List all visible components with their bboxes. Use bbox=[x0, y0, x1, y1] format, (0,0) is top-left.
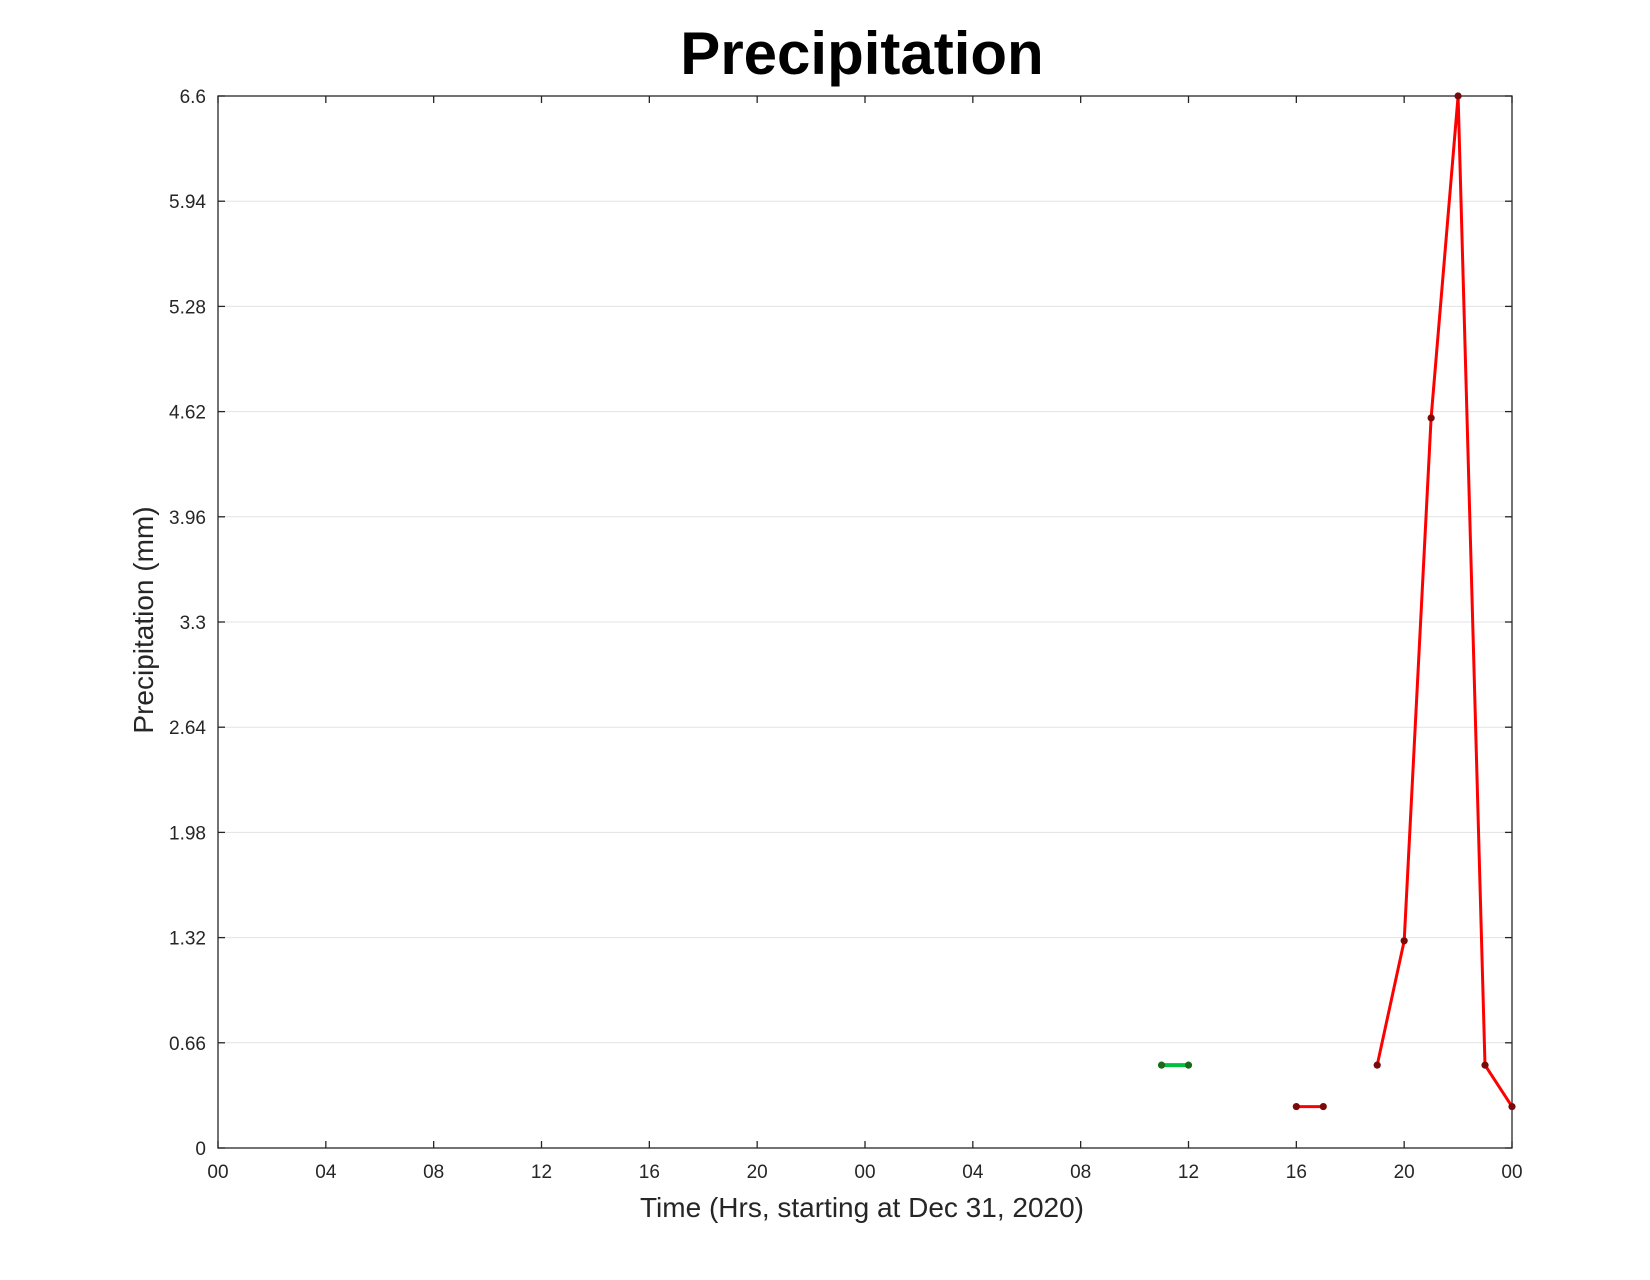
x-tick-label: 16 bbox=[1286, 1162, 1307, 1183]
x-tick-label: 00 bbox=[854, 1162, 875, 1183]
x-tick-label: 12 bbox=[1178, 1162, 1199, 1183]
y-tick-label: 3.3 bbox=[180, 613, 206, 634]
data-point bbox=[1400, 937, 1408, 945]
y-tick-label: 0.66 bbox=[169, 1034, 206, 1055]
tick-layer: 0 0.66 1.32 1.98 2.64 3.3 3.96 4.62 5.28 5.94 6.6 0… bbox=[169, 87, 1523, 1183]
y-tick-label: 3.96 bbox=[169, 508, 206, 529]
y-tick-label: 0 bbox=[195, 1139, 206, 1160]
data-point bbox=[1157, 1061, 1166, 1069]
x-axis-label: Time (Hrs, starting at Dec 31, 2020) bbox=[640, 1192, 1084, 1223]
data-point bbox=[1427, 414, 1435, 422]
y-tick-label: 5.94 bbox=[169, 192, 206, 213]
series-layer bbox=[1161, 94, 1514, 1109]
x-tick-label: 12 bbox=[531, 1162, 552, 1183]
x-tick-label: 08 bbox=[1070, 1162, 1091, 1183]
y-tick-label: 1.32 bbox=[169, 929, 206, 950]
x-tick-label: 16 bbox=[639, 1162, 660, 1183]
data-point bbox=[1184, 1061, 1193, 1069]
data-point bbox=[1481, 1061, 1489, 1069]
series-line bbox=[1375, 94, 1514, 1108]
x-tick-label: 04 bbox=[962, 1162, 984, 1183]
y-tick-label: 2.64 bbox=[169, 718, 206, 739]
x-tick-label: 00 bbox=[207, 1162, 228, 1183]
data-point bbox=[1508, 1102, 1516, 1111]
grid-layer bbox=[218, 95, 1512, 1044]
x-tick-label: 04 bbox=[315, 1162, 337, 1183]
x-tick-label: 00 bbox=[1501, 1162, 1522, 1183]
y-tick-label: 1.98 bbox=[169, 823, 206, 844]
data-point bbox=[1373, 1061, 1381, 1069]
data-point bbox=[1292, 1102, 1300, 1111]
x-tick-label: 08 bbox=[423, 1162, 444, 1183]
data-point bbox=[1319, 1102, 1327, 1111]
y-tick-label: 4.62 bbox=[169, 403, 206, 424]
x-tick-label: 20 bbox=[747, 1162, 768, 1183]
data-point bbox=[1454, 92, 1462, 100]
x-tick-label: 20 bbox=[1394, 1162, 1415, 1183]
y-tick-label: 6.6 bbox=[180, 87, 206, 108]
y-axis-label: Precipitation (mm) bbox=[128, 506, 159, 733]
chart-title: Precipitation bbox=[680, 20, 1043, 87]
marker-layer bbox=[1157, 92, 1516, 1111]
y-tick-label: 5.28 bbox=[169, 297, 206, 318]
